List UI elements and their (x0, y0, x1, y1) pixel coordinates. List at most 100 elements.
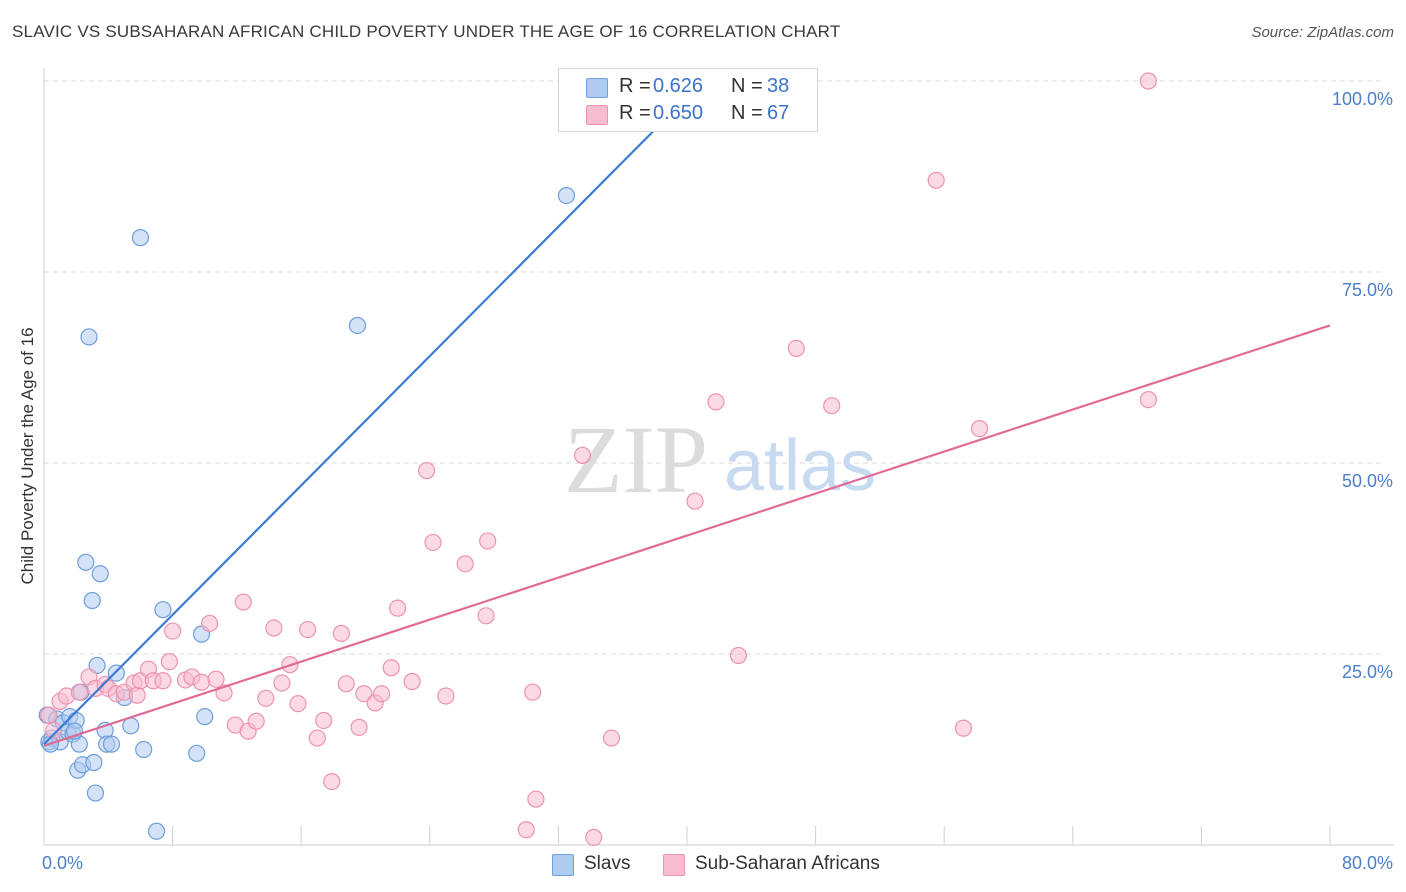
africans-point (403, 672, 421, 691)
slavs-point (188, 744, 206, 762)
legend-row-africans: R = 0.650 N = 67 (559, 102, 817, 128)
africans-legend-label: Sub-Saharan Africans (695, 853, 880, 874)
legend-n-label: N = (731, 102, 763, 124)
legend-r-value-africans: 0.650 (653, 102, 704, 124)
slavs-point (135, 740, 153, 759)
watermark-atlas: atlas (724, 426, 876, 506)
africans-point (355, 685, 373, 703)
legend-r-label: R = (619, 75, 651, 97)
africans-point (265, 619, 283, 637)
africans-point (234, 593, 252, 611)
africans-point (707, 393, 725, 411)
africans-point (128, 686, 146, 704)
africans-point (207, 670, 225, 688)
africans-point (602, 729, 621, 747)
slavs-legend-swatch (552, 854, 574, 876)
africans-point (257, 689, 275, 707)
africans-point (382, 659, 400, 677)
slavs-points (38, 187, 576, 840)
y-axis-label: Child Poverty Under the Age of 16 (18, 327, 37, 585)
slavs-point (557, 187, 576, 205)
africans-point (417, 462, 436, 480)
africans-point (350, 718, 368, 736)
y-tick-label: 75.0% (1342, 280, 1393, 300)
africans-point (686, 492, 704, 510)
y-tick-label: 50.0% (1342, 471, 1393, 491)
source-note: Source: ZipAtlas.com (1251, 24, 1394, 41)
africans-point (970, 420, 989, 438)
africans-point (527, 790, 545, 808)
africans-trend-line (43, 324, 1331, 747)
chart-title: SLAVIC VS SUBSAHARAN AFRICAN CHILD POVER… (12, 22, 841, 41)
watermark: ZIP atlas (564, 406, 876, 513)
africans-point (299, 620, 317, 639)
legend-n-value-africans: 67 (767, 102, 790, 124)
slavs-point (147, 822, 166, 840)
africans-point (160, 653, 178, 671)
slavs-point (107, 664, 125, 682)
slavs-swatch (586, 78, 608, 98)
africans-points (40, 72, 1157, 846)
legend-r-value-slavs: 0.626 (653, 75, 704, 97)
correlation-legend: R = 0.626 N = 38 R = 0.650 N = 67 (558, 68, 818, 132)
africans-point (323, 772, 341, 791)
africans-point (289, 695, 307, 713)
africans-point (200, 614, 219, 633)
africans-legend-swatch (663, 854, 685, 876)
africans-point (1139, 72, 1157, 90)
africans-point (273, 674, 291, 692)
africans-point (437, 687, 455, 705)
legend-r-label: R = (619, 102, 651, 124)
slavs-point (196, 708, 214, 726)
africans-point (456, 555, 474, 573)
africans-point (573, 446, 592, 464)
slavs-point (348, 316, 367, 335)
slavs-trend-line (43, 91, 693, 745)
x-tick-label: 0.0% (42, 853, 83, 873)
x-tick-label: 80.0% (1342, 853, 1393, 873)
africans-point (40, 706, 58, 724)
slavs-point (80, 328, 98, 346)
africans-point (524, 683, 542, 701)
africans-point (164, 622, 182, 640)
slavs-legend-label: Slavs (584, 853, 631, 874)
africans-point (70, 683, 88, 701)
africans-point (337, 675, 355, 693)
slavs-point (154, 601, 172, 619)
africans-point (585, 828, 603, 846)
slavs-point (85, 753, 103, 772)
legend-n-value-slavs: 38 (767, 75, 790, 97)
legend-n-label: N = (731, 75, 763, 97)
legend-row-slavs: R = 0.626 N = 38 (559, 75, 817, 101)
africans-point (315, 711, 333, 730)
y-tick-label: 25.0% (1342, 662, 1393, 682)
africans-point (154, 672, 172, 690)
africans-point (927, 171, 945, 189)
y-tick-label: 100.0% (1332, 89, 1393, 109)
africans-point (332, 624, 350, 642)
africans-point (247, 712, 265, 730)
africans-point (479, 532, 497, 550)
africans-point (517, 821, 535, 839)
africans-point (477, 607, 495, 625)
slavs-point (102, 735, 121, 753)
series-legend: Slavs Sub-Saharan Africans (0, 852, 1406, 876)
africans-point (729, 646, 748, 665)
africans-point (1139, 390, 1157, 409)
slavs-point (83, 591, 101, 610)
slavs-point (131, 229, 150, 247)
africans-point (45, 721, 63, 740)
africans-swatch (586, 105, 608, 125)
africans-point (823, 397, 841, 415)
slavs-point (91, 565, 109, 583)
slavs-point (77, 553, 95, 571)
tick-labels: 100.0% 75.0% 50.0% 25.0% 0.0% 80.0% (42, 89, 1393, 873)
africans-point (192, 673, 211, 691)
trend-lines (43, 91, 1331, 747)
africans-point (372, 685, 391, 703)
slavs-point (86, 784, 105, 802)
africans-point (954, 719, 973, 737)
africans-point (424, 533, 442, 552)
africans-point (308, 729, 326, 747)
